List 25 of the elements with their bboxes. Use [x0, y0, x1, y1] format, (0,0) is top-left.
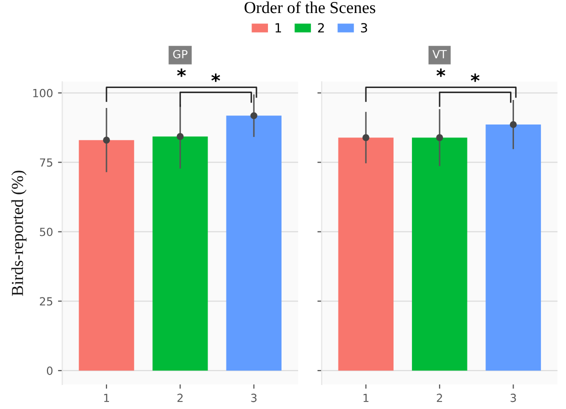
legend-label: 2 [318, 23, 324, 32]
point [250, 112, 258, 120]
legend-title: Order of the Scenes [244, 1, 376, 14]
chart-title: VT [432, 50, 447, 58]
x-tick-label: 3 [251, 394, 257, 402]
y-tick-label: 100 [33, 88, 52, 98]
text: * [436, 68, 446, 77]
legend-label: 1 [276, 23, 282, 32]
x-tick-label: 3 [510, 394, 516, 402]
y-axis-title: Birds-reported (%) [11, 170, 26, 296]
x-tick-label: 1 [364, 394, 368, 402]
annotation: * [211, 74, 220, 82]
y-tick-label: 25 [40, 297, 52, 306]
y-tick-label: 75 [40, 158, 52, 167]
chart-title: GP [173, 50, 188, 58]
point [103, 136, 110, 144]
x-tick-label: 1 [104, 394, 109, 402]
text: * [177, 68, 186, 77]
x-tick-label: 2 [177, 394, 183, 402]
annotation: * [470, 74, 480, 82]
point [176, 133, 184, 140]
y-tick-label: 0 [46, 366, 52, 375]
x-tick-label: 2 [436, 394, 442, 402]
y-tick-label: 50 [40, 228, 52, 236]
legend-label: 3 [361, 23, 368, 33]
